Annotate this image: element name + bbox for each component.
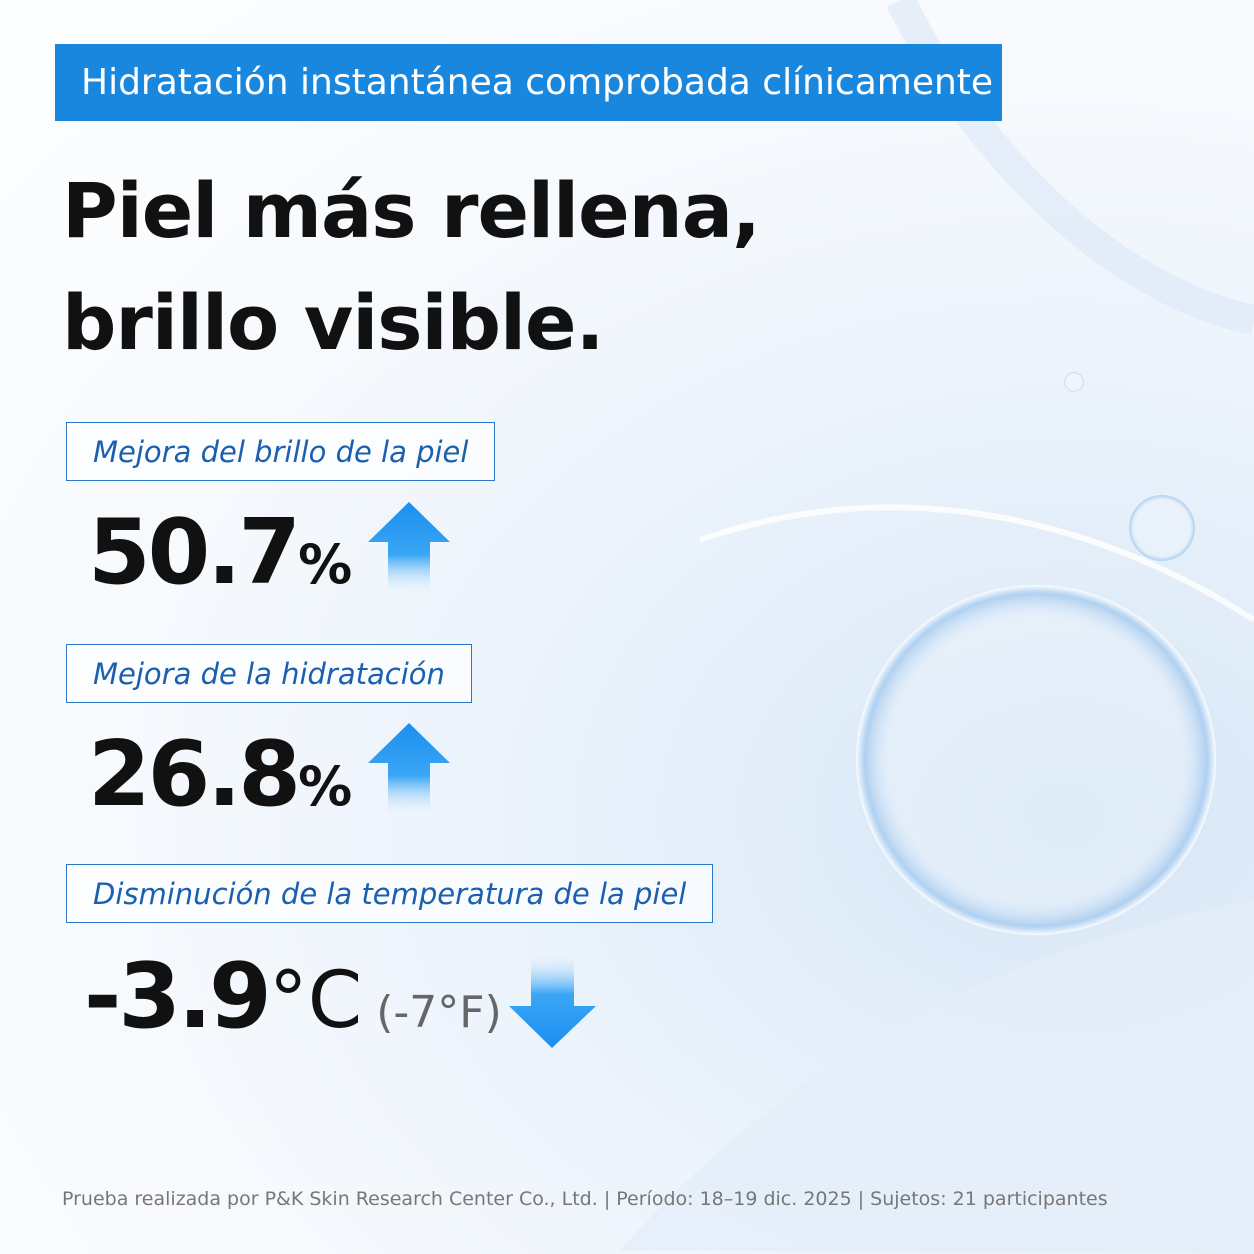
stat-label: Mejora del brillo de la piel: [66, 422, 496, 481]
unit: °C: [268, 956, 363, 1046]
headline: Piel más rellena,: [62, 166, 761, 255]
unit: %: [298, 533, 353, 596]
value: 50.7: [88, 500, 301, 605]
headline: brillo visible.: [62, 278, 604, 367]
stat-label: Mejora de la hidratación: [66, 644, 472, 703]
small-bubble: [1128, 494, 1196, 562]
secondary-value: (-7°F): [376, 987, 502, 1038]
small-bubble: [1064, 372, 1084, 392]
value: -3.9: [84, 944, 272, 1049]
stat-label: Disminución de la temperatura de la piel: [66, 864, 714, 923]
unit: %: [298, 755, 353, 818]
water-bubble: [856, 585, 1216, 935]
up-arrow: [368, 502, 450, 598]
stat-value: 50.7%: [88, 500, 352, 605]
footnote: Prueba realizada por P&K Skin Research C…: [62, 1188, 1108, 1210]
down-arrow: [509, 950, 596, 1048]
value: 26.8: [88, 722, 301, 827]
banner: Hidratación instantánea comprobada clíni…: [55, 44, 1002, 121]
stat-value: -3.9°C (-7°F): [84, 944, 502, 1049]
up-arrow: [368, 723, 450, 819]
stat-value: 26.8%: [88, 722, 352, 827]
